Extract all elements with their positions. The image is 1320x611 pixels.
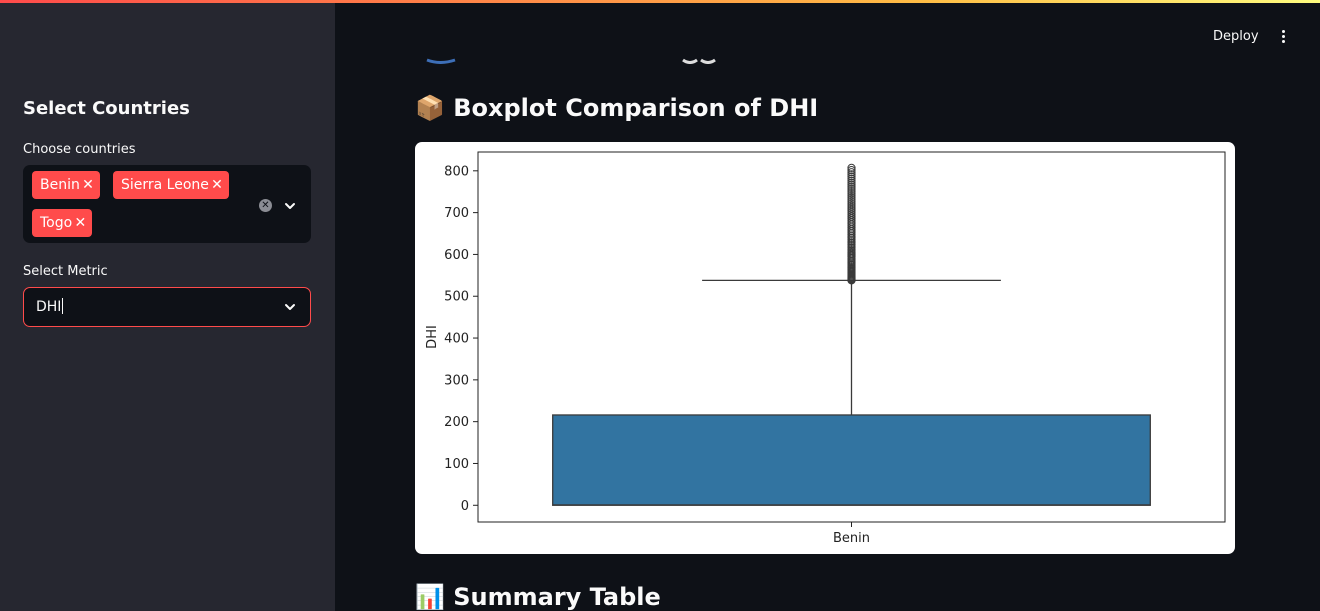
outlier-point (847, 191, 856, 200)
outlier-point (847, 189, 856, 198)
y-axis-label: DHI (425, 325, 440, 349)
outlier-point (847, 198, 856, 208)
close-icon[interactable]: ✕ (82, 177, 94, 193)
outlier-point (847, 193, 856, 202)
outlier-point (847, 197, 856, 206)
clear-icon[interactable]: ✕ (259, 199, 272, 212)
tag-label: Sierra Leone (121, 177, 209, 193)
close-icon[interactable]: ✕ (211, 177, 223, 193)
outlier-point (847, 186, 856, 196)
outlier-point (847, 163, 856, 172)
metric-label: Select Metric (23, 264, 108, 279)
outlier-point (847, 195, 856, 204)
chevron-down-icon[interactable] (283, 199, 297, 213)
top-decoration-bar (0, 0, 1320, 3)
y-tick-label: 500 (444, 290, 469, 305)
outlier-point (847, 172, 856, 181)
metric-select-value[interactable]: DHI (36, 298, 64, 315)
text-caret (62, 298, 64, 314)
y-tick-label: 200 (444, 415, 469, 430)
sidebar-title: Select Countries (23, 98, 190, 119)
outlier-point (847, 165, 856, 175)
outlier-point (847, 184, 856, 194)
outlier-point (847, 176, 856, 185)
boxplot-svg: 0 100 200 300 400 500 600 700 800 DHI Benin (425, 151, 1226, 546)
tag-label: Togo (40, 215, 73, 231)
deploy-button[interactable]: Deploy (1213, 29, 1259, 44)
boxplot-chart: 0 100 200 300 400 500 600 700 800 DHI Benin (415, 142, 1235, 554)
countries-multiselect[interactable]: Benin ✕ Sierra Leone ✕ Togo ✕ ✕ (23, 165, 311, 243)
y-tick-label: 100 (444, 457, 469, 472)
y-tick-label: 0 (461, 499, 469, 514)
metric-value-text: DHI (36, 299, 62, 315)
chevron-down-icon[interactable] (283, 300, 297, 314)
outlier-point (847, 182, 856, 192)
outlier-point (847, 180, 856, 189)
tag-benin: Benin ✕ (32, 171, 100, 199)
tag-sierra-leone: Sierra Leone ✕ (113, 171, 229, 199)
outlier-point (847, 170, 856, 179)
tag-togo: Togo ✕ (32, 209, 93, 237)
sidebar: Select Countries Choose countries Benin … (0, 3, 335, 611)
countries-label: Choose countries (23, 142, 136, 157)
vertical-dots-icon[interactable] (1276, 28, 1290, 48)
y-tick-label: 400 (444, 332, 469, 347)
y-tick-label: 600 (444, 248, 469, 263)
y-tick-label: 300 (444, 373, 469, 388)
outlier-point (847, 168, 856, 177)
boxplot-heading: 📦 Boxplot Comparison of DHI (415, 94, 819, 122)
close-icon[interactable]: ✕ (74, 215, 87, 231)
x-tick-label: Benin (833, 531, 870, 546)
tag-label: Benin (40, 177, 80, 193)
outlier-point (847, 174, 856, 183)
y-tick-label: 700 (444, 206, 469, 221)
metric-select[interactable]: DHI (23, 287, 311, 327)
box-iqr (552, 414, 1151, 506)
y-tick-label: 800 (444, 164, 469, 179)
clipped-heading-remnant (426, 58, 716, 64)
summary-heading: 📊 Summary Table (415, 583, 661, 611)
outlier-point (847, 178, 856, 187)
